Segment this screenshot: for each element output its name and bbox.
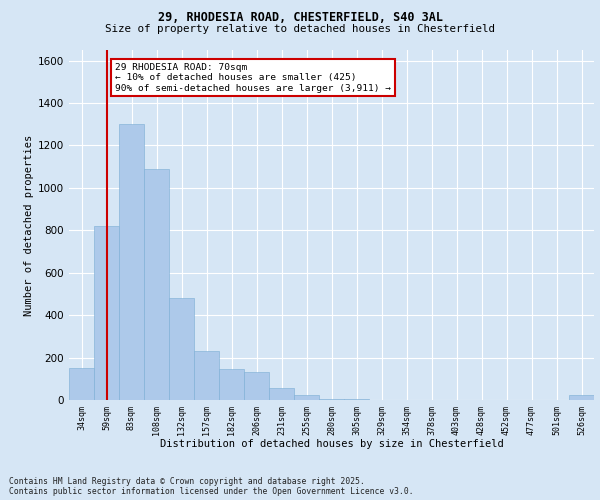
Text: 29 RHODESIA ROAD: 70sqm
← 10% of detached houses are smaller (425)
90% of semi-d: 29 RHODESIA ROAD: 70sqm ← 10% of detache… — [115, 62, 391, 92]
Text: Contains HM Land Registry data © Crown copyright and database right 2025.
Contai: Contains HM Land Registry data © Crown c… — [9, 476, 413, 496]
Bar — [244, 372, 269, 400]
Bar — [344, 399, 369, 400]
Text: Size of property relative to detached houses in Chesterfield: Size of property relative to detached ho… — [105, 24, 495, 34]
Bar — [194, 351, 219, 400]
Bar — [169, 298, 194, 400]
Bar — [269, 388, 294, 400]
Y-axis label: Number of detached properties: Number of detached properties — [24, 134, 34, 316]
Bar — [294, 394, 319, 400]
Bar — [319, 399, 344, 400]
Bar — [144, 169, 169, 400]
Bar — [94, 226, 119, 400]
Text: 29, RHODESIA ROAD, CHESTERFIELD, S40 3AL: 29, RHODESIA ROAD, CHESTERFIELD, S40 3AL — [157, 11, 443, 24]
Bar — [569, 394, 594, 400]
Bar — [219, 369, 244, 400]
Bar — [69, 368, 94, 400]
Bar — [119, 124, 144, 400]
X-axis label: Distribution of detached houses by size in Chesterfield: Distribution of detached houses by size … — [160, 439, 503, 449]
